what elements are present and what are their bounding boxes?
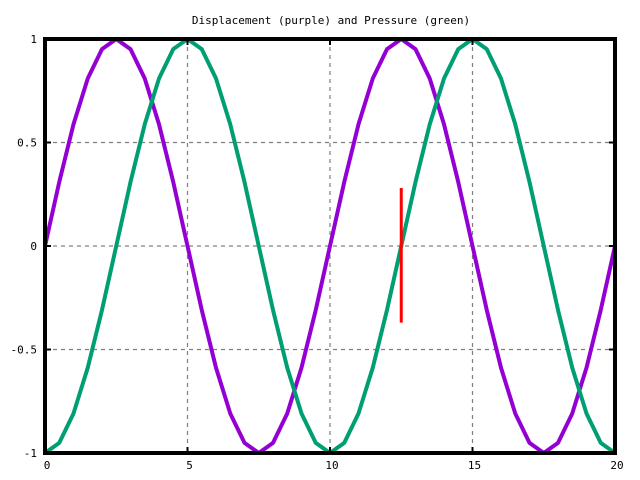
- x-tick-label: 20: [610, 459, 623, 472]
- y-tick-label: 0: [30, 240, 37, 253]
- y-tick-label: 1: [30, 33, 37, 46]
- x-tick-label: 0: [44, 459, 51, 472]
- chart-title: Displacement (purple) and Pressure (gree…: [192, 14, 470, 27]
- x-tick-label: 15: [468, 459, 481, 472]
- y-tick-label: -1: [24, 447, 37, 460]
- x-tick-label: 5: [186, 459, 193, 472]
- y-tick-label: -0.5: [11, 344, 38, 357]
- y-tick-label: 0.5: [17, 137, 37, 150]
- tick-labels: 0 5 10 15 20 -1 -0.5 0 0.5 1: [11, 33, 624, 472]
- series-line-1: [43, 37, 617, 455]
- series-lines: [43, 37, 617, 455]
- axis-ticks: [44, 38, 616, 454]
- x-tick-label: 10: [325, 459, 338, 472]
